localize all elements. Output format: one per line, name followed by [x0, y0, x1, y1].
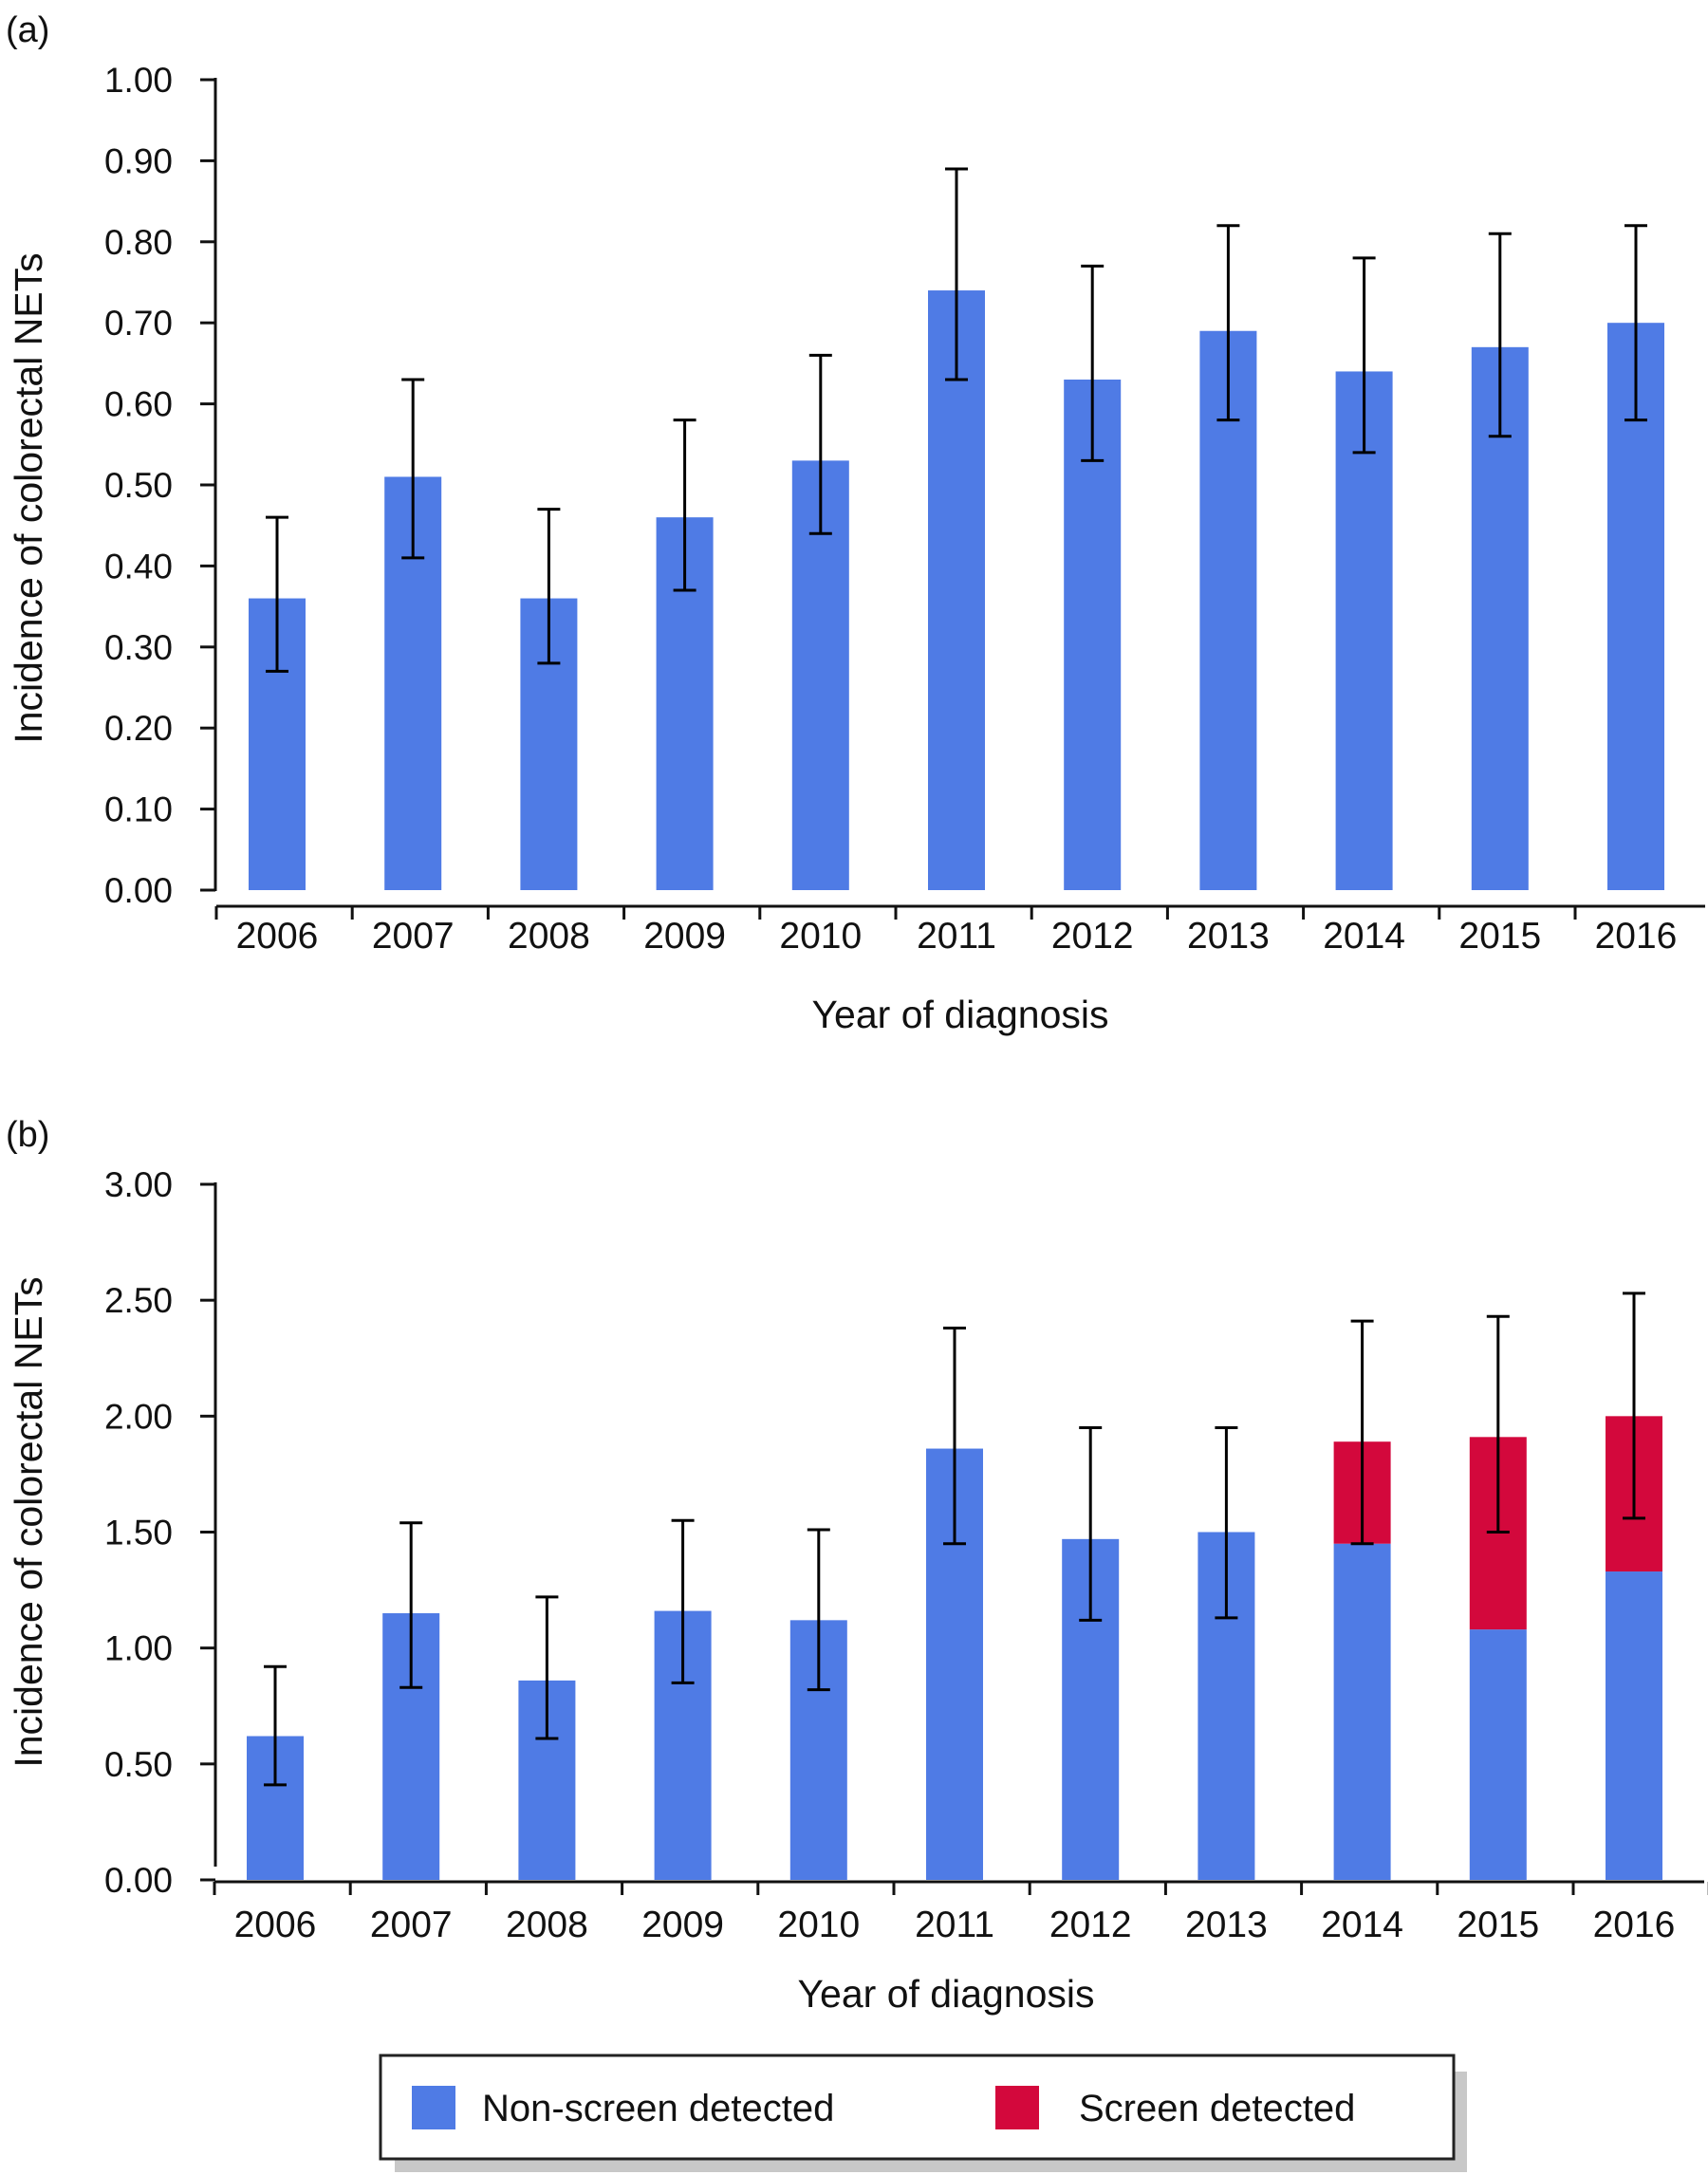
- panel-a-y-tick-label: 0.40: [104, 547, 173, 586]
- panel-b-y-tick-label: 0.50: [104, 1745, 173, 1784]
- panel-a: (a) Incidence of colorectal NETs Year of…: [6, 10, 1705, 1036]
- panel-a-label: (a): [6, 10, 49, 50]
- panel-b-error-bar-2011: [943, 1326, 966, 1546]
- panel-a-y-tick-label: 1.00: [104, 61, 173, 100]
- panel-b-x-tick-label-2014: 2014: [1321, 1905, 1403, 1945]
- panel-b-error-bar-2007: [399, 1521, 423, 1689]
- panel-a-error-bars: [266, 167, 1647, 673]
- panel-a-x-tick-label-2013: 2013: [1187, 916, 1270, 957]
- panel-a-x-ticks: 2006 2007 2008 2009 2010 2011 2012 2013 2014 2015…: [214, 906, 1678, 957]
- panel-b-error-bar-2006: [264, 1664, 287, 1787]
- panel-b-x-tick-label-2010: 2010: [777, 1905, 860, 1945]
- panel-a-y-tick-label: 0.90: [104, 141, 173, 180]
- panel-a-x-axis-title: Year of diagnosis: [811, 993, 1108, 1036]
- panel-a-x-tick-label-2010: 2010: [779, 916, 862, 957]
- panel-a-error-bar-2013: [1216, 224, 1240, 422]
- panel-a-x-tick-label-2007: 2007: [372, 916, 455, 957]
- panel-a-bar-non-screen-2011: [928, 290, 985, 890]
- panel-a-y-tick-label: 0.00: [104, 871, 173, 910]
- panel-b-error-bar-2014: [1350, 1319, 1374, 1546]
- panel-a-y-tick-label: 0.20: [104, 709, 173, 748]
- panel-a-x-tick-label-2012: 2012: [1051, 916, 1134, 957]
- panel-a-error-bar-2016: [1624, 224, 1647, 422]
- legend-swatch-non-screen-detected: [412, 2086, 455, 2129]
- panel-a-y-tick-label: 0.50: [104, 466, 173, 505]
- panel-b-x-tick-label-2008: 2008: [506, 1905, 588, 1945]
- panel-b-x-tick-label-2016: 2016: [1593, 1905, 1676, 1945]
- panel-b-error-bar-2010: [807, 1528, 830, 1692]
- panel-b-x-ticks: 2006 2007 2008 2009 2010 2011 2012 2013 2014 2015…: [213, 1882, 1708, 1945]
- panel-b-error-bar-2009: [671, 1518, 695, 1684]
- legend-label-screen-detected: Screen detected: [1079, 2088, 1355, 2129]
- panel-a-error-bar-2007: [401, 378, 425, 560]
- panel-a-bar-non-screen-2014: [1335, 371, 1393, 890]
- panel-a-error-bar-2011: [945, 167, 968, 381]
- panel-b-error-bar-2015: [1486, 1314, 1510, 1534]
- panel-b-x-tick-label-2007: 2007: [370, 1905, 453, 1945]
- panel-b-x-tick-label-2006: 2006: [234, 1905, 317, 1945]
- legend-box: [379, 2054, 1456, 2161]
- panel-a-x-tick-label-2015: 2015: [1458, 916, 1541, 957]
- panel-b-error-bars: [264, 1292, 1645, 1787]
- panel-b-x-axis-title: Year of diagnosis: [797, 1972, 1094, 2016]
- panel-a-error-bar-2015: [1488, 232, 1512, 438]
- panel-a-error-bar-2012: [1081, 264, 1105, 462]
- panel-a-y-tick-label: 0.80: [104, 223, 173, 262]
- panel-b-y-tick-label: 3.00: [104, 1165, 173, 1204]
- panel-b-error-bar-2008: [535, 1595, 559, 1740]
- panel-a-y-tick-label: 0.70: [104, 304, 173, 343]
- legend: Non-screen detected Screen detected: [379, 2054, 1467, 2172]
- panel-b-bar-non-screen-2015: [1469, 1629, 1527, 1880]
- panel-a-x-tick-label-2006: 2006: [236, 916, 319, 957]
- panel-a-axes: [214, 78, 1705, 908]
- panel-b-y-tick-label: 2.00: [104, 1397, 173, 1436]
- panel-b-x-tick-label-2012: 2012: [1049, 1905, 1132, 1945]
- panel-b: (b) Incidence of colorectal NETs Year of…: [6, 1115, 1708, 2016]
- panel-a-y-tick-label: 0.10: [104, 790, 173, 829]
- panel-a-bar-non-screen-2013: [1199, 330, 1257, 890]
- panel-a-error-bar-2008: [537, 508, 561, 665]
- panel-b-x-tick-label-2011: 2011: [915, 1905, 994, 1945]
- panel-b-y-tick-label: 1.00: [104, 1629, 173, 1668]
- panel-a-x-tick-label-2011: 2011: [917, 916, 996, 957]
- panel-b-label: (b): [6, 1115, 49, 1155]
- panel-b-error-bar-2012: [1079, 1426, 1103, 1622]
- panel-a-error-bar-2014: [1352, 256, 1376, 455]
- panel-a-y-axis-title: Incidence of colorectal NETs: [7, 252, 50, 743]
- panel-a-y-tick-label: 0.60: [104, 385, 173, 424]
- panel-a-x-tick-label-2014: 2014: [1323, 916, 1405, 957]
- panel-a-error-bar-2009: [673, 418, 696, 592]
- panel-a-error-bar-2010: [808, 353, 832, 535]
- panel-b-axes: [214, 1182, 1704, 1884]
- panel-a-x-tick-label-2016: 2016: [1595, 916, 1678, 957]
- panel-b-y-tick-label: 1.50: [104, 1514, 173, 1552]
- panel-a-bar-non-screen-2012: [1064, 379, 1122, 891]
- panel-a-bars: [249, 290, 1664, 891]
- panel-a-y-tick-label: 0.30: [104, 628, 173, 667]
- panel-b-x-tick-label-2009: 2009: [641, 1905, 724, 1945]
- panel-b-bar-non-screen-2016: [1606, 1571, 1662, 1880]
- panel-b-y-ticks: 0.00 0.50 1.00 1.50 2.00 2.50 3.00: [104, 1165, 215, 1900]
- panel-a-x-tick-label-2009: 2009: [643, 916, 726, 957]
- panel-b-y-tick-label: 0.00: [104, 1861, 173, 1900]
- panel-b-x-tick-label-2013: 2013: [1185, 1905, 1268, 1945]
- panel-b-bar-non-screen-2014: [1333, 1543, 1391, 1880]
- panel-b-error-bar-2016: [1623, 1292, 1645, 1520]
- panel-b-y-tick-label: 2.50: [104, 1281, 173, 1320]
- panel-b-x-tick-label-2015: 2015: [1457, 1905, 1539, 1945]
- panel-a-error-bar-2006: [266, 515, 288, 673]
- panel-a-y-ticks: 0.00 0.10 0.20 0.30 0.40 0.50 0.60 0.70 0.80 0.90…: [104, 61, 215, 910]
- panel-b-error-bar-2013: [1215, 1426, 1238, 1620]
- panel-a-x-tick-label-2008: 2008: [508, 916, 590, 957]
- legend-label-non-screen-detected: Non-screen detected: [482, 2088, 834, 2129]
- panel-b-y-axis-title: Incidence of colorectal NETs: [7, 1276, 50, 1767]
- legend-swatch-screen-detected: [995, 2086, 1039, 2129]
